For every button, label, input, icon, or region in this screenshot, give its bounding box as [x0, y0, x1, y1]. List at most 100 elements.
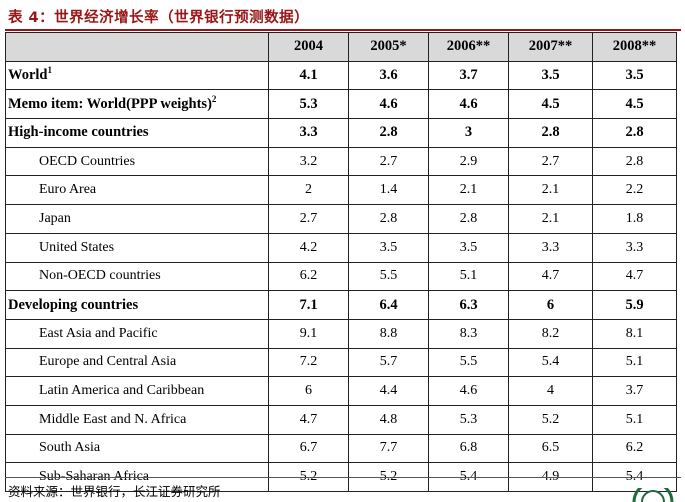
- growth-value-cell: 4.5: [592, 89, 677, 120]
- growth-value-cell: 4.8: [348, 404, 429, 435]
- growth-value-cell: 4.6: [428, 89, 509, 120]
- growth-value-cell: 8.2: [508, 318, 593, 349]
- growth-value-cell: 3.5: [508, 60, 593, 91]
- growth-value-cell: 3.5: [428, 232, 509, 263]
- growth-value-cell: 8.3: [428, 318, 509, 349]
- growth-table: 2004 2005* 2006** 2007** 2008** World1 4.1 3.6…: [5, 32, 677, 492]
- growth-value-cell: 9.1: [268, 318, 349, 349]
- growth-value-cell: 5.1: [592, 404, 677, 435]
- table-row: OECD Countries 3.2 2.7 2.9 2.7 2.8: [5, 146, 677, 177]
- table-row: Non-OECD countries 6.2 5.5 5.1 4.7 4.7: [5, 261, 677, 292]
- growth-value-cell: 3.5: [592, 60, 677, 91]
- growth-value-cell: 7.1: [268, 290, 349, 320]
- growth-value-cell: 2.2: [592, 175, 677, 206]
- growth-value-cell: 4.7: [508, 261, 593, 292]
- growth-value-cell: 2.7: [508, 146, 593, 177]
- brand-logo-icon: [632, 488, 674, 502]
- row-label: Non-OECD countries: [5, 261, 269, 292]
- growth-value-cell: 4.7: [268, 404, 349, 435]
- row-label: World1: [5, 60, 269, 91]
- source-divider: [5, 477, 681, 478]
- growth-value-cell: 3.6: [348, 60, 429, 91]
- title-divider: [5, 29, 681, 31]
- growth-value-cell: 5.2: [508, 404, 593, 435]
- growth-value-cell: 3.7: [592, 376, 677, 406]
- row-label: Memo item: World(PPP weights)2: [5, 89, 269, 120]
- growth-value-cell: 5.5: [348, 261, 429, 292]
- growth-value-cell: 3.2: [268, 146, 349, 177]
- growth-value-cell: 2.7: [268, 204, 349, 234]
- row-label: High-income countries: [5, 118, 269, 148]
- growth-value-cell: 2.7: [348, 146, 429, 177]
- row-label: Japan: [5, 204, 269, 234]
- growth-value-cell: 4.6: [428, 376, 509, 406]
- table-row: Developing countries 7.1 6.4 6.3 6 5.9: [5, 290, 677, 320]
- growth-value-cell: 3.7: [428, 60, 509, 91]
- growth-value-cell: 2.8: [592, 118, 677, 148]
- growth-value-cell: 4.2: [268, 232, 349, 263]
- growth-value-cell: 5.1: [428, 261, 509, 292]
- row-label: South Asia: [5, 433, 269, 464]
- growth-value-cell: 2.8: [592, 146, 677, 177]
- growth-value-cell: 8.8: [348, 318, 429, 349]
- growth-value-cell: 7.2: [268, 347, 349, 378]
- growth-value-cell: 4.7: [592, 261, 677, 292]
- growth-value-cell: 5.5: [428, 347, 509, 378]
- column-header-year: 2008**: [592, 32, 677, 62]
- growth-value-cell: 6.2: [592, 433, 677, 464]
- growth-value-cell: 4.4: [348, 376, 429, 406]
- growth-value-cell: 5.3: [268, 89, 349, 120]
- row-label: Europe and Central Asia: [5, 347, 269, 378]
- growth-value-cell: 2.8: [508, 118, 593, 148]
- growth-value-cell: 6: [508, 290, 593, 320]
- column-header-year: 2005*: [348, 32, 429, 62]
- growth-value-cell: 2.8: [428, 204, 509, 234]
- growth-value-cell: 6.5: [508, 433, 593, 464]
- footnote-marker: 1: [47, 65, 52, 76]
- footnote-marker: 2: [211, 93, 217, 104]
- growth-value-cell: 2.8: [348, 118, 429, 148]
- growth-value-cell: 3.3: [592, 232, 677, 263]
- row-label: Euro Area: [5, 175, 269, 206]
- growth-value-cell: 5.7: [348, 347, 429, 378]
- column-header-year: 2004: [268, 32, 349, 62]
- table-row: Memo item: World(PPP weights)2 5.3 4.6 4.6 4…: [5, 89, 677, 120]
- table-row: High-income countries 3.3 2.8 3 2.8 2.8: [5, 118, 677, 148]
- table-row: Middle East and N. Africa 4.7 4.8 5.3 5.2 5.1: [5, 404, 677, 435]
- table-row: World1 4.1 3.6 3.7 3.5 3.5: [5, 60, 677, 91]
- row-label: East Asia and Pacific: [5, 318, 269, 349]
- table-header-row: 2004 2005* 2006** 2007** 2008**: [5, 32, 677, 62]
- growth-value-cell: 5.9: [592, 290, 677, 320]
- growth-value-cell: 5.4: [508, 347, 593, 378]
- growth-value-cell: 3.3: [508, 232, 593, 263]
- growth-value-cell: 3: [428, 118, 509, 148]
- growth-value-cell: 6.7: [268, 433, 349, 464]
- growth-value-cell: 6.3: [428, 290, 509, 320]
- growth-value-cell: 1.4: [348, 175, 429, 206]
- growth-value-cell: 6.8: [428, 433, 509, 464]
- growth-value-cell: 2.1: [428, 175, 509, 206]
- growth-value-cell: 2.1: [508, 175, 593, 206]
- row-label: OECD Countries: [5, 146, 269, 177]
- table-row: East Asia and Pacific 9.1 8.8 8.3 8.2 8.1: [5, 318, 677, 349]
- growth-value-cell: 3.5: [348, 232, 429, 263]
- growth-value-cell: 1.8: [592, 204, 677, 234]
- growth-value-cell: 6.4: [348, 290, 429, 320]
- column-header-label: [5, 32, 269, 62]
- column-header-year: 2006**: [428, 32, 509, 62]
- row-label: Latin America and Caribbean: [5, 376, 269, 406]
- growth-value-cell: 6.2: [268, 261, 349, 292]
- growth-value-cell: 2.8: [348, 204, 429, 234]
- growth-value-cell: 4.6: [348, 89, 429, 120]
- growth-value-cell: 4: [508, 376, 593, 406]
- growth-value-cell: 2.9: [428, 146, 509, 177]
- growth-value-cell: 4.5: [508, 89, 593, 120]
- growth-value-cell: 6: [268, 376, 349, 406]
- table-title: 表 4：世界经济增长率（世界银行预测数据）: [8, 10, 310, 26]
- table-row: South Asia 6.7 7.7 6.8 6.5 6.2: [5, 433, 677, 464]
- row-label: United States: [5, 232, 269, 263]
- column-header-year: 2007**: [508, 32, 593, 62]
- growth-value-cell: 2: [268, 175, 349, 206]
- row-label: Middle East and N. Africa: [5, 404, 269, 435]
- table-row: Japan 2.7 2.8 2.8 2.1 1.8: [5, 204, 677, 234]
